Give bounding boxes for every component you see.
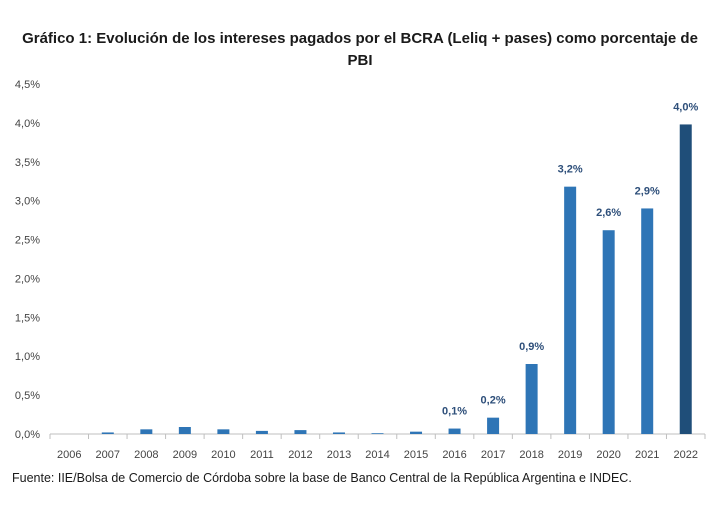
chart-title-line-2: PBI (347, 52, 373, 69)
bar-2014 (371, 433, 384, 434)
y-tick-label: 0,5% (15, 390, 40, 402)
x-tick-label: 2012 (288, 449, 312, 461)
x-tick-label: 2019 (558, 449, 582, 461)
y-tick-label: 3,5% (15, 157, 40, 169)
x-tick-label: 2009 (173, 449, 197, 461)
x-tick-label: 2017 (481, 449, 505, 461)
x-tick-label: 2010 (211, 449, 235, 461)
bar-2009 (178, 427, 191, 434)
bar-2020 (602, 230, 615, 434)
bar-2008 (140, 429, 153, 434)
bar-chart: 0,0% 0,5% 1,0% 1,5% 2,0% 2,5% 3,0% 3,5% 4,0% 4,5%… (15, 79, 706, 461)
bar-2022 (679, 124, 692, 434)
x-tick-label: 2016 (442, 449, 466, 461)
x-tick-label: 2014 (365, 449, 389, 461)
data-label-2019: 3,2% (558, 164, 583, 176)
data-label-2016: 0,1% (442, 406, 467, 418)
x-tick-label: 2015 (404, 449, 428, 461)
y-tick-label: 0,0% (15, 429, 40, 441)
x-tick-label: 2018 (519, 449, 543, 461)
y-tick-label: 2,0% (15, 273, 40, 285)
y-tick-label: 3,0% (15, 196, 40, 208)
bar-2017 (487, 417, 500, 434)
data-label-2018: 0,9% (519, 341, 544, 353)
data-label-2017: 0,2% (481, 395, 506, 407)
data-label-2020: 2,6% (596, 207, 621, 219)
bar-2012 (294, 430, 307, 434)
x-tick-label: 2006 (57, 449, 81, 461)
y-tick-label: 1,0% (15, 351, 40, 363)
bar-2011 (255, 430, 268, 434)
x-tick-label: 2008 (134, 449, 158, 461)
data-label-2022: 4,0% (673, 101, 698, 113)
y-tick-label: 4,5% (15, 79, 40, 91)
source-note: Fuente: IIE/Bolsa de Comercio de Córdoba… (12, 471, 632, 485)
y-tick-label: 2,5% (15, 235, 40, 247)
x-tick-label: 2020 (596, 449, 620, 461)
bar-2021 (641, 208, 654, 434)
x-tick-label: 2022 (673, 449, 697, 461)
x-tick-label: 2007 (96, 449, 120, 461)
bar-2007 (101, 432, 114, 434)
bar-2019 (564, 186, 577, 434)
bar-2010 (217, 429, 230, 434)
bar-2015 (410, 431, 423, 434)
data-label-2021: 2,9% (635, 185, 660, 197)
bar-2013 (332, 432, 345, 434)
chart-title: Gráfico 1: Evolución de los intereses pa… (0, 28, 720, 72)
bar-2018 (525, 364, 538, 434)
x-tick-label: 2021 (635, 449, 659, 461)
chart-title-line-1: Gráfico 1: Evolución de los intereses pa… (22, 30, 698, 47)
x-tick-label: 2013 (327, 449, 351, 461)
x-tick-label: 2011 (250, 449, 274, 461)
bar-2016 (448, 428, 461, 434)
y-tick-label: 4,0% (15, 118, 40, 130)
y-tick-label: 1,5% (15, 312, 40, 324)
